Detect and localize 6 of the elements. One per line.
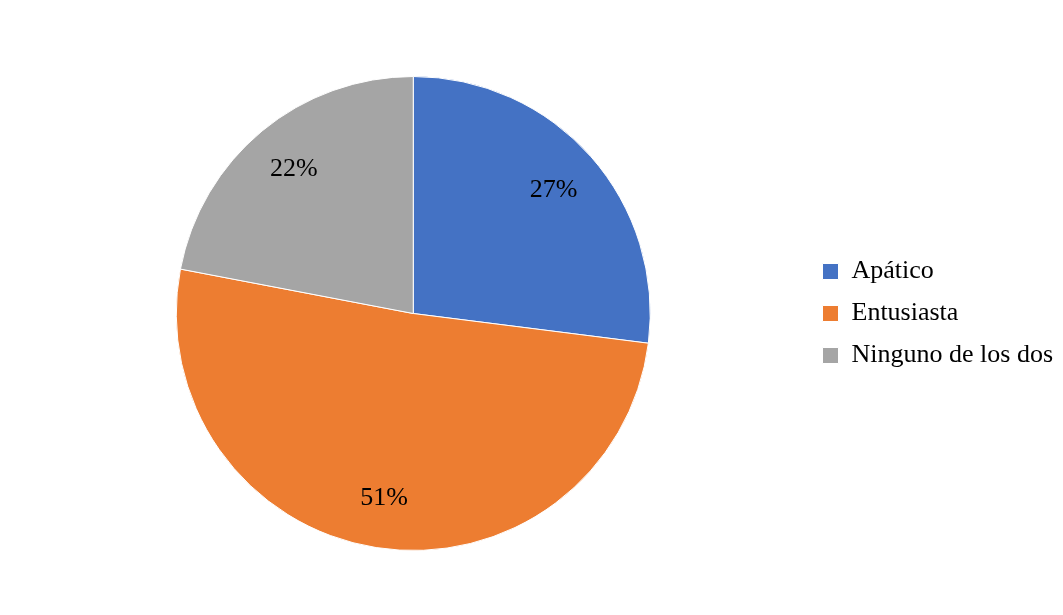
data-label: 51% (360, 482, 408, 512)
legend-label: Apático (851, 255, 934, 285)
legend-label: Entusiasta (851, 297, 959, 327)
data-label: 22% (270, 153, 318, 183)
data-label: 27% (529, 173, 578, 203)
legend-label: Ninguno de los dos (851, 339, 1053, 369)
